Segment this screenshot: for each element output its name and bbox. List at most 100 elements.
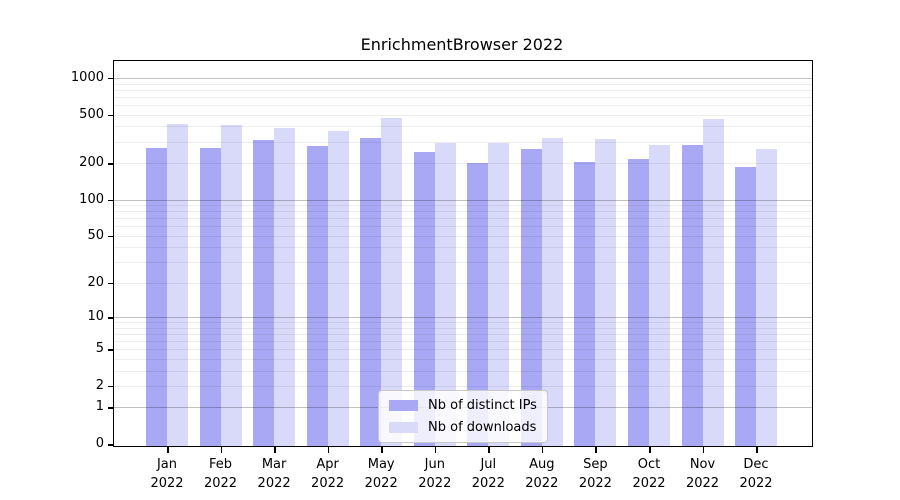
gridline-minor [114,141,812,143]
legend-item-downloads: Nb of downloads [389,420,537,435]
x-tick-label: Jan 2022 [150,457,184,491]
x-tick-label: Dec 2022 [739,457,773,491]
y-tick-label: 1000 [70,69,104,85]
bar-distinct-ips [360,138,382,446]
gridline-minor [114,226,812,228]
y-tick-mark [108,114,114,117]
x-tick-mark [381,447,383,453]
bar-downloads [649,144,670,446]
x-tick-label: Jul 2022 [471,457,505,491]
y-tick-mark [108,349,114,351]
x-tick-mark [756,447,758,453]
bar-distinct-ips [413,151,435,446]
gridline-minor [114,333,812,335]
x-tick-label: Feb 2022 [203,457,238,491]
x-tick-mark [649,447,651,453]
bar-distinct-ips [199,147,221,446]
gridline-minor [114,96,812,98]
x-tick-label: Jun 2022 [418,457,452,491]
gridline-minor [114,211,812,213]
gridline-minor [114,282,812,284]
gridline-minor [114,340,812,342]
y-tick-label: 100 [79,191,104,207]
x-tick-label: Apr 2022 [311,457,345,491]
x-tick-label: Sep 2022 [578,457,612,491]
chart-title: EnrichmentBrowser 2022 [360,35,564,54]
gridline-minor [114,262,812,264]
y-tick-mark [108,199,114,201]
y-tick-mark [108,235,114,238]
bar-distinct-ips [628,158,649,446]
gridline-minor [114,105,812,106]
y-tick-mark [108,163,114,165]
y-tick-label: 0 [95,436,104,451]
bar-distinct-ips [520,149,542,446]
gridline-minor [114,114,812,116]
y-tick-mark [108,317,114,319]
x-tick-mark [595,447,597,453]
x-tick-label: Aug 2022 [525,457,559,491]
x-tick-mark [274,447,276,453]
legend-item-distinct-ips: Nb of distinct IPs [389,398,537,413]
bar-downloads [381,117,403,446]
gridline-minor [114,385,812,387]
x-tick-label: Nov 2022 [685,457,720,491]
x-tick-label: Oct 2022 [632,457,666,491]
bar-distinct-ips [253,140,275,446]
y-tick-mark [108,444,114,446]
x-tick-label: May 2022 [364,457,398,491]
y-tick-label: 200 [79,155,104,170]
x-tick-mark [488,447,490,453]
bar-distinct-ips [306,146,328,446]
bar-distinct-ips [574,162,596,446]
gridline-major [114,317,812,318]
y-tick-mark [108,385,114,388]
gridline-minor [114,83,812,85]
bar-downloads [756,149,777,446]
y-tick-mark [108,282,114,285]
gridline-minor [114,163,812,164]
gridline-major [114,199,812,201]
bar-distinct-ips [467,162,489,446]
gridline-minor [114,370,812,372]
bar-distinct-ips [146,148,167,446]
legend-swatch-distinct-ips [389,400,418,411]
x-tick-mark [434,447,437,453]
bar-distinct-ips [735,167,756,446]
bar-downloads [488,142,510,446]
bar-downloads [274,128,296,446]
bar-downloads [434,142,456,446]
x-tick-mark [541,447,544,453]
gridline-minor [114,126,812,128]
bar-distinct-ips [681,145,703,446]
bar-downloads [595,139,617,446]
gridline-minor [114,322,812,323]
gridline-minor [114,89,812,91]
bar-downloads [541,137,563,446]
gridline-minor [114,349,812,351]
y-tick-label: 500 [79,106,104,122]
gridline-minor [114,205,812,206]
x-tick-mark [327,447,330,453]
y-tick-label: 5 [95,341,104,357]
y-tick-mark [108,407,114,409]
legend: Nb of distinct IPs Nb of downloads [378,390,548,443]
y-tick-label: 50 [87,227,104,243]
y-tick-label: 1 [95,399,104,415]
x-tick-mark [702,447,704,453]
gridline-minor [114,247,812,249]
gridline-major [114,77,812,79]
plot-area: Nb of distinct IPs Nb of downloads 0 1 2 5 1… [71,60,813,491]
bar-downloads [702,118,724,446]
y-tick-label: 20 [87,274,104,290]
x-tick-label: Mar 2022 [257,457,291,491]
y-tick-label: 10 [87,309,104,324]
gridline-minor [114,327,812,329]
legend-label-downloads: Nb of downloads [428,420,537,435]
bar-downloads [220,124,242,446]
gridline-minor [114,218,812,220]
x-tick-mark [167,447,169,453]
bar-downloads [167,123,188,446]
gridline-minor [114,358,812,360]
